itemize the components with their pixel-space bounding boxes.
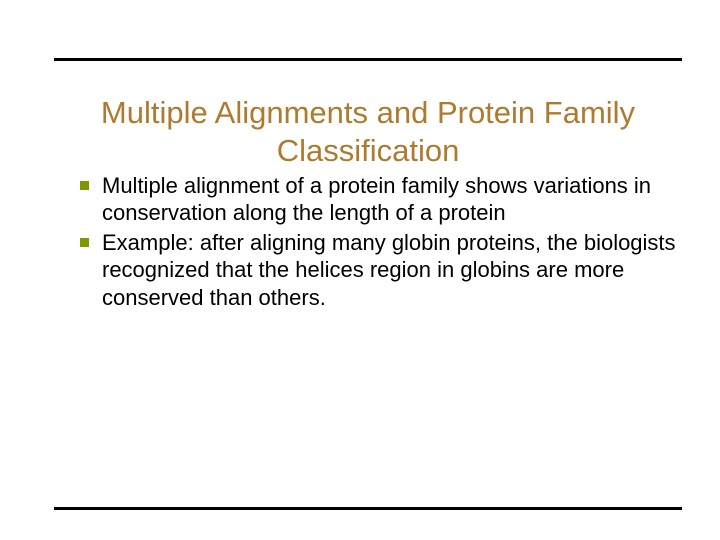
slide-content: Multiple Alignments and Protein Family C… [54,94,682,313]
slide-title: Multiple Alignments and Protein Family C… [54,94,682,170]
list-item: Example: after aligning many globin prot… [80,229,682,312]
bottom-rule [54,507,682,510]
list-item: Multiple alignment of a protein family s… [80,172,682,227]
top-rule [54,58,682,61]
bullet-list: Multiple alignment of a protein family s… [54,172,682,312]
